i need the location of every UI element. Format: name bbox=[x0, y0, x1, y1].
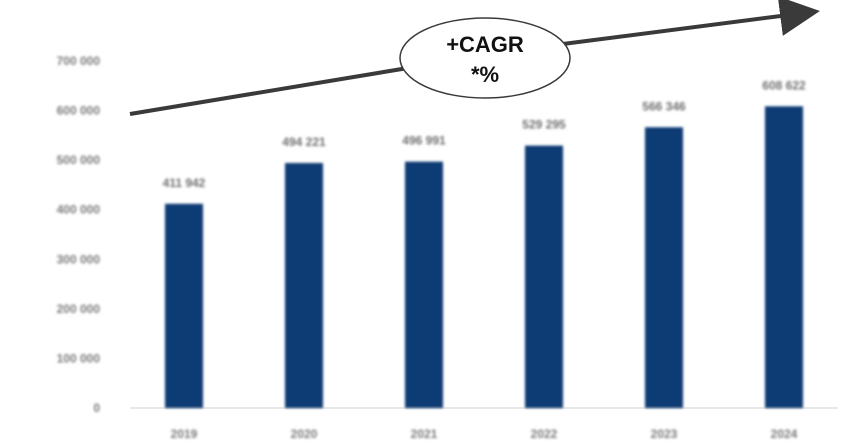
x-tick-label: 2020 bbox=[291, 427, 318, 441]
x-tick-label: 2019 bbox=[171, 427, 198, 441]
x-tick-label: 2022 bbox=[531, 427, 558, 441]
y-tick-label: 100 000 bbox=[57, 351, 101, 365]
growth-arrow-right bbox=[554, 0, 820, 47]
bars bbox=[165, 106, 803, 409]
y-tick-label: 600 000 bbox=[57, 104, 101, 118]
bar-value-label: 411 942 bbox=[163, 176, 206, 190]
y-axis: 0 100 000 200 000 300 000 400 000 500 000 600 … bbox=[57, 54, 101, 415]
bar-value-labels: 411 942 494 221 496 991 529 295 566 346 608 6… bbox=[163, 78, 806, 189]
cagr-text-line-1: +CAGR bbox=[446, 32, 524, 57]
y-tick-label: 700 000 bbox=[57, 54, 101, 68]
y-tick-label: 400 000 bbox=[57, 203, 101, 217]
x-axis: 2019 2020 2021 2022 2023 2024 bbox=[130, 407, 838, 441]
y-tick-label: 0 bbox=[93, 401, 100, 415]
chart-bar bbox=[645, 127, 683, 408]
cagr-ellipse bbox=[399, 17, 571, 99]
cagr-text-line-2: *% bbox=[471, 62, 499, 87]
bar-value-label: 529 295 bbox=[522, 118, 566, 132]
chart-bar bbox=[165, 203, 203, 408]
growth-arrow-left bbox=[129, 64, 421, 116]
x-tick-label: 2024 bbox=[771, 427, 798, 441]
chart-bar bbox=[405, 161, 443, 408]
chart-bar bbox=[285, 163, 323, 408]
y-tick-label: 500 000 bbox=[57, 153, 101, 167]
y-tick-label: 200 000 bbox=[57, 302, 101, 316]
y-tick-label: 300 000 bbox=[57, 252, 101, 266]
chart-bar bbox=[765, 106, 803, 409]
bar-value-label: 496 991 bbox=[402, 134, 446, 148]
bar-value-label: 566 346 bbox=[642, 99, 686, 113]
chart-bar bbox=[525, 145, 563, 408]
x-tick-label: 2021 bbox=[411, 427, 438, 441]
bar-value-label: 608 622 bbox=[762, 78, 806, 92]
x-tick-label: 2023 bbox=[651, 427, 678, 441]
bar-value-label: 494 221 bbox=[282, 135, 326, 149]
cagr-annotation: +CAGR *% bbox=[129, 0, 820, 116]
